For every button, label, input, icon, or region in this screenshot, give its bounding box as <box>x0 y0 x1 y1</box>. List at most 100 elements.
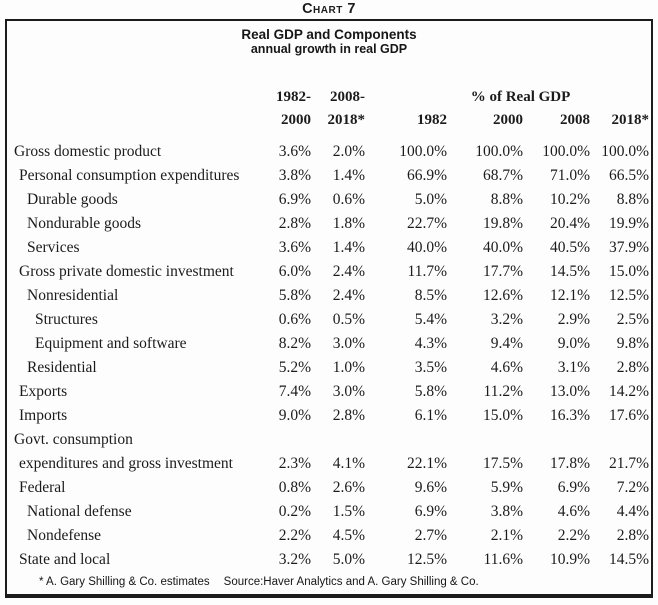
table-row: Nonresidential 5.8% 2.4% 8.5% 12.6% 12.1… <box>7 284 651 308</box>
value-cell: 5.9% <box>490 479 523 496</box>
table-row: Federal 0.8% 2.6% 9.6% 5.9% 6.9% 7.2% <box>7 476 651 500</box>
value-cell: 1.4% <box>332 167 365 184</box>
value-cell: 12.1% <box>549 287 591 304</box>
table-row: National defense 0.2% 1.5% 6.9% 3.8% 4.6… <box>7 500 651 524</box>
value-cell <box>253 428 313 452</box>
row-label: Federal <box>19 479 66 496</box>
row-label: Personal consumption expenditures <box>19 167 240 184</box>
table-row: Personal consumption expenditures 3.8% 1… <box>7 164 651 188</box>
value-cell: 5.8% <box>414 383 447 400</box>
value-cell: 2.3% <box>278 455 311 472</box>
value-cell: 100.0% <box>399 143 447 160</box>
value-cell: 5.8% <box>278 287 311 304</box>
value-cell: 0.8% <box>278 479 311 496</box>
value-cell: 6.9% <box>278 191 311 208</box>
value-cell: 3.6% <box>278 239 311 256</box>
value-cell: 68.7% <box>482 167 523 184</box>
value-cell: 5.0% <box>332 551 365 568</box>
value-cell: 10.2% <box>549 191 591 208</box>
value-cell: 1.0% <box>332 359 365 376</box>
value-cell: 2.0% <box>332 143 365 160</box>
value-cell: 71.0% <box>549 167 591 184</box>
table-row: Durable goods 6.9% 0.6% 5.0% 8.8% 10.2% … <box>7 188 651 212</box>
value-cell: 2.2% <box>557 527 591 544</box>
value-cell: 100.0% <box>475 143 523 160</box>
title-block: Real GDP and Components annual growth in… <box>7 27 651 57</box>
value-cell: 5.2% <box>278 359 311 376</box>
value-cell <box>592 428 651 452</box>
value-cell: 9.0% <box>278 407 311 424</box>
table-row: Imports 9.0% 2.8% 6.1% 15.0% 16.3% 17.6% <box>7 404 651 428</box>
table-row: Residential 5.2% 1.0% 3.5% 4.6% 3.1% 2.8… <box>7 356 651 380</box>
value-cell: 8.2% <box>278 335 311 352</box>
table-row: State and local 3.2% 5.0% 12.5% 11.6% 10… <box>7 548 651 572</box>
value-cell: 2.8% <box>616 359 650 376</box>
row-label: Nondurable goods <box>27 215 142 232</box>
value-cell <box>313 428 367 452</box>
footnote-estimates: * A. Gary Shilling & Co. estimates <box>39 576 210 588</box>
value-cell: 20.4% <box>549 215 591 232</box>
value-cell: 6.9% <box>414 503 447 520</box>
value-cell: 40.0% <box>482 239 523 256</box>
value-cell: 14.2% <box>608 383 650 400</box>
value-cell: 11.6% <box>483 551 523 568</box>
value-cell: 17.7% <box>482 263 523 280</box>
empty-header-cell <box>7 84 253 110</box>
value-cell: 6.1% <box>414 407 447 424</box>
value-cell: 7.2% <box>616 479 650 496</box>
value-cell: 15.0% <box>482 407 523 424</box>
value-cell: 100.0% <box>542 143 591 160</box>
footnote-bar: * A. Gary Shilling & Co. estimates Sourc… <box>39 576 479 588</box>
value-cell: 2.6% <box>332 479 365 496</box>
value-cell: 2.8% <box>332 407 365 424</box>
value-cell: 3.2% <box>278 551 311 568</box>
row-label: Exports <box>19 383 68 400</box>
value-cell: 4.3% <box>414 335 447 352</box>
value-cell: 22.1% <box>406 455 447 472</box>
row-label: Equipment and software <box>35 335 187 352</box>
row-label: Nondefense <box>27 527 102 544</box>
value-cell: 2.1% <box>490 527 523 544</box>
value-cell: 1.4% <box>332 239 365 256</box>
value-cell: 66.5% <box>608 167 650 184</box>
value-cell: 4.5% <box>332 527 365 544</box>
value-cell: 5.4% <box>414 311 447 328</box>
value-cell: 3.8% <box>278 167 311 184</box>
value-cell: 5.0% <box>414 191 447 208</box>
value-cell: 21.7% <box>608 455 650 472</box>
table-frame: Real GDP and Components annual growth in… <box>5 19 653 598</box>
row-label: Govt. consumption <box>14 431 133 448</box>
column-header-2008-share: 2008 <box>560 112 591 128</box>
table-row: Nondurable goods 2.8% 1.8% 22.7% 19.8% 2… <box>7 212 651 236</box>
value-cell: 0.2% <box>278 503 311 520</box>
value-cell: 2.4% <box>332 287 365 304</box>
value-cell: 19.9% <box>608 215 650 232</box>
gdp-components-table: 1982- 2008- % of Real GDP 2000 2018* 198… <box>7 84 651 572</box>
value-cell: 2.5% <box>616 311 650 328</box>
row-label: Gross private domestic investment <box>19 263 234 280</box>
value-cell: 3.1% <box>557 359 591 376</box>
empty-header-cell <box>7 110 253 140</box>
value-cell: 12.5% <box>406 551 447 568</box>
value-cell: 3.2% <box>490 311 523 328</box>
value-cell: 37.9% <box>608 239 650 256</box>
value-cell: 17.6% <box>608 407 650 424</box>
column-header-2018-growth: 2018* <box>327 112 366 128</box>
table-row: Equipment and software 8.2% 3.0% 4.3% 9.… <box>7 332 651 356</box>
row-label: Residential <box>27 359 97 376</box>
value-cell: 2.8% <box>616 527 650 544</box>
table-row: Govt. consumption <box>7 428 651 452</box>
value-cell: 4.1% <box>332 455 365 472</box>
value-cell: 15.0% <box>608 263 650 280</box>
row-label: Services <box>27 239 80 256</box>
row-label: Durable goods <box>27 191 118 208</box>
value-cell: 40.0% <box>406 239 447 256</box>
value-cell: 2.2% <box>278 527 311 544</box>
value-cell: 19.8% <box>482 215 523 232</box>
value-cell: 1.5% <box>332 503 365 520</box>
value-cell: 3.0% <box>332 383 365 400</box>
value-cell: 9.8% <box>616 335 650 352</box>
empty-header-cell <box>592 84 651 110</box>
table-title: Real GDP and Components <box>241 27 417 42</box>
